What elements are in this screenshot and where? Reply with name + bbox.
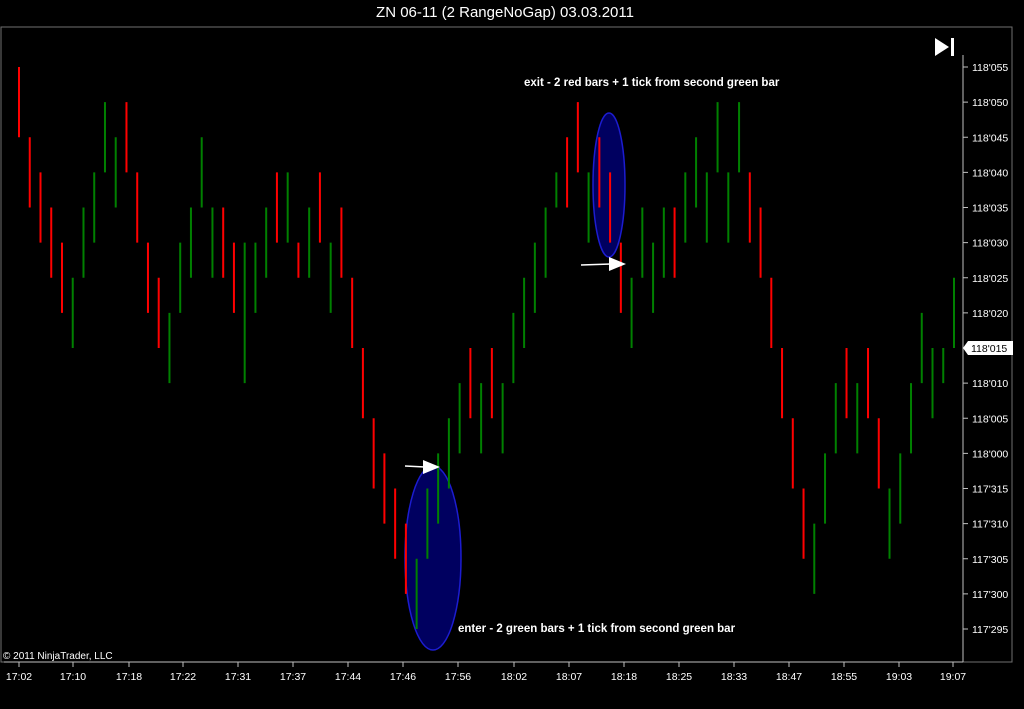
skip-to-end-icon xyxy=(935,38,954,56)
y-tick-label: 117'295 xyxy=(972,624,1008,636)
y-tick-label: 117'300 xyxy=(972,589,1008,601)
y-tick-label: 117'315 xyxy=(972,484,1008,496)
exit-arrow-shaft xyxy=(580,263,612,266)
y-tick-label: 118'020 xyxy=(972,308,1008,320)
x-tick-label: 17:22 xyxy=(170,671,196,683)
chart-border xyxy=(0,26,1013,663)
x-tick-label: 18:33 xyxy=(721,671,747,683)
enter-arrow-shaft xyxy=(404,465,426,468)
x-tick-label: 17:10 xyxy=(60,671,86,683)
y-tick-label: 118'000 xyxy=(972,448,1008,460)
x-tick-label: 17:31 xyxy=(225,671,251,683)
y-tick-label: 118'010 xyxy=(972,378,1008,390)
last-price-marker xyxy=(963,341,1013,355)
exit-annotation: exit - 2 red bars + 1 tick from second g… xyxy=(524,77,780,89)
x-tick-label: 19:03 xyxy=(886,671,912,683)
x-tick-label: 18:25 xyxy=(666,671,692,683)
x-tick-label: 17:46 xyxy=(390,671,416,683)
x-tick-label: 18:55 xyxy=(831,671,857,683)
y-tick-label: 118'055 xyxy=(972,62,1008,74)
x-tick-label: 17:56 xyxy=(445,671,471,683)
y-tick-label: 117'305 xyxy=(972,554,1008,566)
y-tick-label: 117'310 xyxy=(972,519,1008,531)
exit-arrow-head xyxy=(609,257,626,271)
exit-highlight-ellipse xyxy=(592,112,626,258)
y-tick-label: 118'005 xyxy=(972,413,1008,425)
x-tick-label: 18:18 xyxy=(611,671,637,683)
copyright-text: © 2011 NinjaTrader, LLC xyxy=(3,651,113,662)
x-tick-label: 17:44 xyxy=(335,671,361,683)
x-tick-label: 18:07 xyxy=(556,671,582,683)
x-tick-label: 18:47 xyxy=(776,671,802,683)
window-title: ZN 06-11 (2 RangeNoGap) 03.03.2011 xyxy=(376,4,634,21)
y-tick-label: 118'035 xyxy=(972,203,1008,215)
enter-arrow-head xyxy=(423,460,440,474)
y-tick-label: 118'045 xyxy=(972,132,1008,144)
y-tick-label: 118'025 xyxy=(972,273,1008,285)
skip-to-end-button[interactable] xyxy=(931,35,957,59)
x-tick-label: 17:18 xyxy=(116,671,142,683)
x-tick-label: 19:07 xyxy=(940,671,966,683)
x-tick-label: 17:02 xyxy=(6,671,32,683)
last-price-label: 118'015 xyxy=(971,343,1007,355)
x-tick-label: 18:02 xyxy=(501,671,527,683)
y-tick-label: 118'030 xyxy=(972,238,1008,250)
x-tick-label: 17:37 xyxy=(280,671,306,683)
y-tick-label: 118'040 xyxy=(972,167,1008,179)
y-tick-label: 118'050 xyxy=(972,97,1008,109)
enter-highlight-ellipse xyxy=(404,465,462,651)
enter-annotation: enter - 2 green bars + 1 tick from secon… xyxy=(458,623,736,635)
